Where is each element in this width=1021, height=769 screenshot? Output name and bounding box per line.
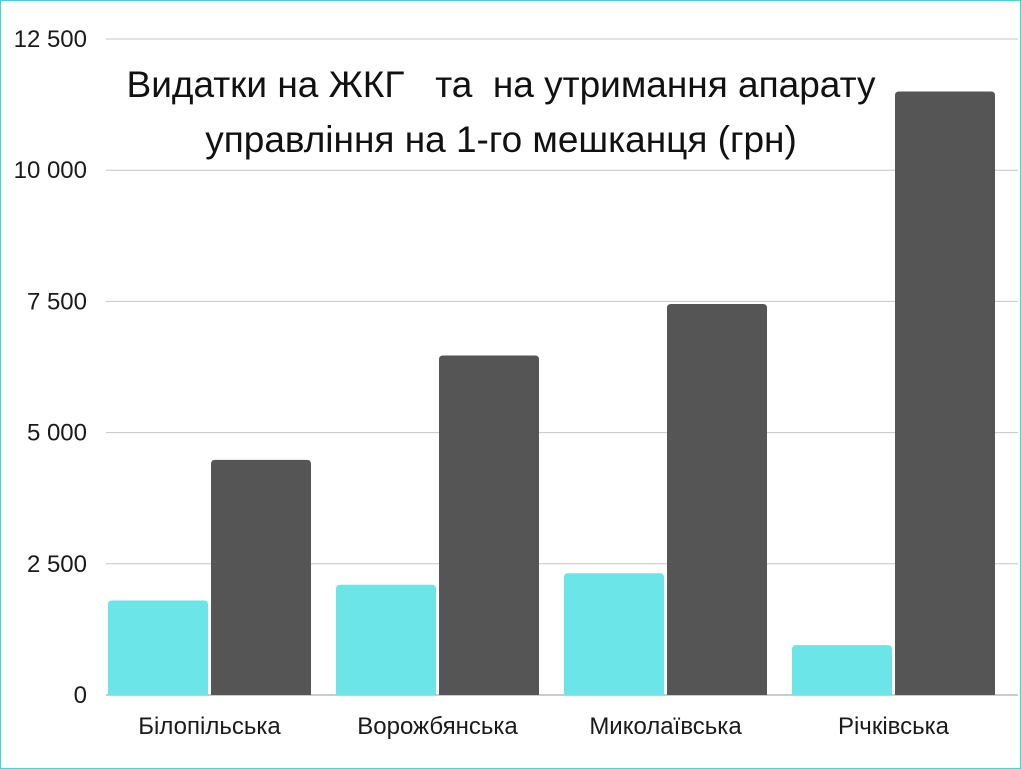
chart-title-line-2: управління на 1-го мешканця (грн) xyxy=(205,119,797,160)
x-axis-categories: Білопільська Ворожбянська Миколаївська Річк… xyxy=(138,713,949,740)
y-tick-label: 5 000 xyxy=(27,420,87,447)
bar-series-2 xyxy=(667,304,767,695)
y-axis-ticks: 0 2 500 5 000 7 500 10 000 12 500 xyxy=(14,26,87,709)
x-category-label: Річківська xyxy=(838,713,950,740)
bar-series-2 xyxy=(211,459,311,695)
y-tick-label: 2 500 xyxy=(27,551,87,578)
chart-title-line-1: Видатки на ЖКГ та на утримання апарату xyxy=(126,64,876,105)
chart-title: Видатки на ЖКГ та на утримання апарату у… xyxy=(41,57,961,167)
bar-series-1 xyxy=(108,600,208,695)
bars xyxy=(108,91,995,696)
y-tick-label: 12 500 xyxy=(14,26,87,53)
bar-series-2 xyxy=(439,355,539,695)
y-tick-label: 0 xyxy=(74,682,87,709)
bar-series-1 xyxy=(336,584,436,695)
x-category-label: Білопільська xyxy=(138,713,281,740)
x-category-label: Ворожбянська xyxy=(357,713,518,740)
x-category-label: Миколаївська xyxy=(589,713,742,740)
bar-series-1 xyxy=(792,645,892,695)
y-tick-label: 7 500 xyxy=(27,288,87,315)
y-tick-label: 10 000 xyxy=(14,157,87,184)
bar-series-1 xyxy=(564,573,664,695)
bar-series-2 xyxy=(895,91,995,696)
